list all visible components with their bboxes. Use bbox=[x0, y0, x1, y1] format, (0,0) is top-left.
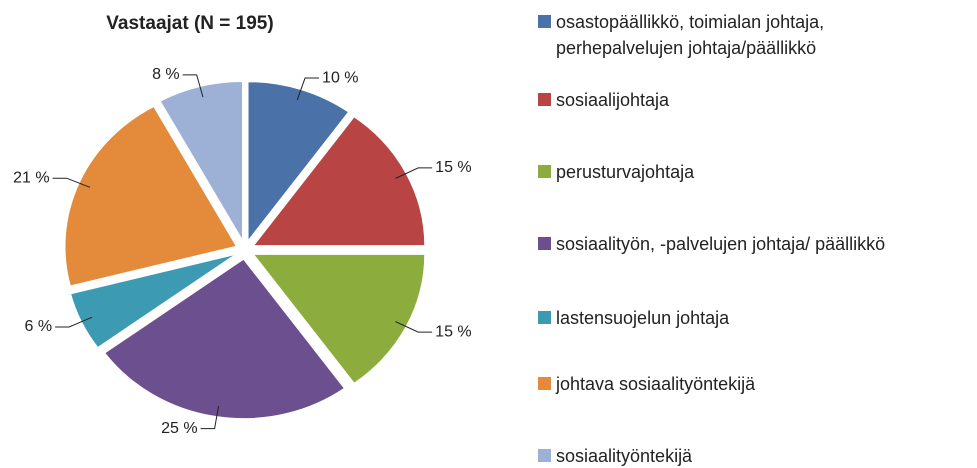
legend-label: osastopäällikkö, toimialan johtaja, perh… bbox=[556, 12, 825, 58]
data-label: 15 % bbox=[435, 323, 471, 340]
legend-label: lastensuojelun johtaja bbox=[556, 308, 730, 328]
legend-swatch bbox=[538, 237, 551, 250]
data-label: 25 % bbox=[161, 420, 197, 437]
legend-label: sosiaalijohtaja bbox=[556, 90, 670, 110]
data-label: 8 % bbox=[152, 66, 180, 83]
data-label: 10 % bbox=[322, 69, 358, 86]
legend-swatch bbox=[538, 15, 551, 28]
legend-swatch bbox=[538, 449, 551, 462]
data-label: 6 % bbox=[25, 318, 53, 335]
leader-line bbox=[52, 177, 91, 188]
legend-swatch bbox=[538, 165, 551, 178]
leader-line bbox=[200, 405, 220, 430]
legend-swatch bbox=[538, 93, 551, 106]
data-label: 21 % bbox=[13, 169, 49, 186]
leader-line bbox=[55, 316, 93, 328]
leader-line bbox=[296, 77, 320, 101]
leader-line bbox=[182, 74, 204, 98]
leader-line bbox=[395, 321, 433, 333]
chart-title: Vastaajat (N = 195) bbox=[106, 13, 273, 34]
legend-label: johtava sosiaalityöntekijä bbox=[556, 374, 756, 394]
data-label: 15 % bbox=[435, 159, 471, 176]
leader-line bbox=[395, 167, 433, 179]
legend-swatch bbox=[538, 377, 551, 390]
legend-label: perusturvajohtaja bbox=[556, 162, 695, 182]
legend-label: sosiaalityön, -palvelujen johtaja/ pääll… bbox=[556, 234, 886, 254]
legend-swatch bbox=[538, 311, 551, 324]
legend-label: sosiaalityöntekijä bbox=[556, 446, 693, 466]
